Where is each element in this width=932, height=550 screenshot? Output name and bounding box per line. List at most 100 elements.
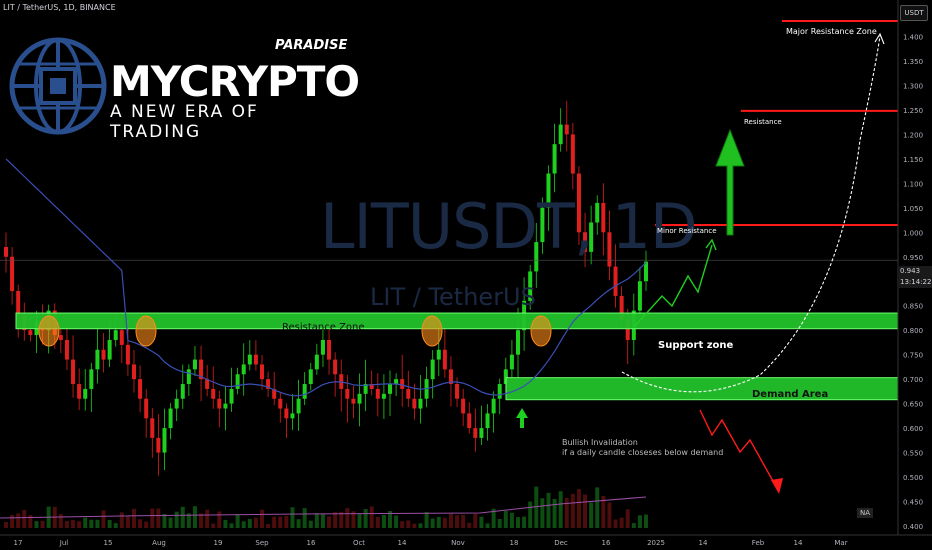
volume-bar: [192, 506, 197, 528]
volume-bar: [644, 514, 648, 528]
candle-body: [479, 428, 484, 438]
volume-bar: [461, 514, 466, 528]
volume-bar: [625, 509, 630, 528]
candle-body: [241, 364, 246, 375]
candle-body: [150, 418, 155, 438]
candle-body: [119, 330, 124, 345]
volume-bar: [570, 493, 575, 528]
time-tick-label: 19: [214, 539, 223, 547]
resistance-zone-label: Resistance Zone: [282, 322, 365, 333]
minor-resistance-label: Minor Resistance: [657, 227, 717, 235]
candle-body: [388, 384, 392, 394]
volume-bar: [71, 519, 76, 528]
price-tick-label: 0.750: [903, 352, 923, 360]
candle-body: [211, 388, 216, 399]
candle-body: [4, 246, 8, 257]
volume-bar: [223, 519, 228, 528]
candle-body: [138, 379, 143, 399]
candle-body: [260, 364, 264, 380]
time-tick-label: Dec: [554, 539, 568, 547]
candle-body: [320, 339, 325, 355]
globe-chip-icon: [9, 37, 107, 135]
volume-layer: [4, 486, 648, 528]
volume-bar: [357, 514, 362, 528]
candle-body: [333, 359, 338, 375]
symbol-title[interactable]: LIT / TetherUS, 1D, BINANCE: [3, 3, 116, 12]
candle-body: [327, 339, 332, 360]
candle-body: [503, 369, 508, 385]
candle-body: [406, 388, 411, 399]
candle-body: [168, 408, 173, 429]
candle-body: [619, 295, 624, 321]
volume-bar: [64, 520, 69, 528]
volume-bar: [58, 514, 63, 528]
candle-body: [58, 335, 63, 340]
touch-marker: [530, 315, 552, 347]
candle-body: [308, 369, 313, 385]
candle-body: [558, 124, 563, 145]
volume-bar: [144, 521, 149, 528]
candle-body: [180, 384, 185, 399]
candle-body: [296, 398, 301, 414]
candle-body: [491, 398, 496, 414]
volume-bar: [83, 517, 88, 528]
volume-bar: [180, 506, 185, 528]
bearish-projection: [699, 409, 779, 491]
candle-body: [174, 398, 179, 409]
volume-bar: [89, 519, 94, 528]
candle-body: [83, 388, 88, 399]
volume-bar: [485, 523, 490, 528]
volume-bar: [156, 508, 161, 528]
volume-bar: [400, 521, 405, 528]
volume-bar: [278, 516, 283, 528]
candle-body: [77, 384, 82, 399]
demand-bounce-arrow: [516, 408, 528, 428]
candle-body: [247, 354, 252, 365]
volume-bar: [473, 514, 478, 528]
volume-bar: [101, 510, 106, 528]
volume-bar: [211, 523, 216, 528]
volume-bar: [229, 523, 234, 528]
volume-bar: [253, 517, 258, 528]
price-tick-label: 1.100: [903, 180, 923, 188]
projection-curve: [621, 35, 881, 393]
volume-bar: [637, 515, 642, 528]
touch-marker: [38, 315, 60, 347]
volume-bar: [412, 523, 417, 528]
volume-bar: [339, 511, 344, 528]
volume-bar: [10, 514, 15, 528]
price-tick-label: 0.550: [903, 450, 923, 458]
candle-body: [516, 330, 520, 355]
volume-bar: [162, 514, 167, 528]
currency-badge[interactable]: USDT: [900, 5, 928, 21]
volume-bar: [247, 518, 252, 528]
time-tick-label: 16: [602, 539, 611, 547]
volume-bar: [217, 511, 222, 528]
candle-body: [229, 388, 234, 404]
price-tick-label: 0.400: [903, 523, 923, 531]
candle-body: [375, 388, 380, 399]
volume-ma-line: [0, 496, 647, 519]
volume-bar: [241, 521, 246, 528]
demand-area-label: Demand Area: [752, 389, 829, 400]
volume-bar: [467, 522, 472, 528]
volume-bar: [522, 516, 527, 528]
volume-bar: [540, 498, 545, 528]
volume-bar: [546, 492, 551, 528]
volume-bar: [351, 511, 356, 528]
volume-bar: [77, 521, 82, 528]
volume-bar: [497, 518, 502, 528]
time-tick-label: 18: [510, 539, 519, 547]
volume-bar: [34, 521, 39, 528]
projection-curve-head: [874, 32, 885, 45]
candle-body: [89, 369, 94, 389]
candle-body: [363, 384, 368, 394]
candle-body: [601, 202, 606, 233]
volume-bar: [205, 509, 210, 528]
volume-bar: [436, 516, 441, 528]
candle-body: [95, 349, 100, 370]
time-axis[interactable]: 17 Jul 15 Aug 19 Sep 16 Oct 14 Nov 18 Dec 16 2025 14 Fe…: [0, 534, 932, 550]
price-tick-label: 0.700: [903, 376, 923, 384]
candle-body: [570, 134, 575, 174]
volume-bar: [552, 499, 557, 528]
